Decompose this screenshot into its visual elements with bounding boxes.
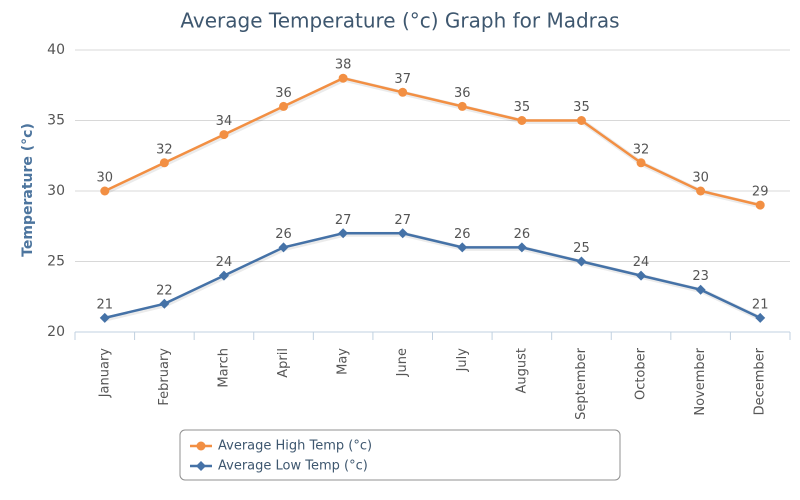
data-point xyxy=(576,256,587,267)
data-label: 34 xyxy=(216,114,233,129)
data-label: 21 xyxy=(97,297,114,312)
data-point xyxy=(397,228,408,239)
data-label: 22 xyxy=(156,283,173,298)
data-point xyxy=(516,242,527,253)
y-tick-label: 30 xyxy=(47,183,65,199)
data-point xyxy=(695,284,706,295)
data-point xyxy=(100,186,110,196)
y-tick-label: 35 xyxy=(47,113,65,129)
data-point xyxy=(636,270,647,281)
data-point xyxy=(338,73,348,83)
data-label: 26 xyxy=(514,227,531,242)
data-point xyxy=(755,200,765,210)
x-tick-label: November xyxy=(693,347,708,415)
data-label: 24 xyxy=(216,255,233,270)
data-point xyxy=(99,312,110,323)
data-point xyxy=(278,242,289,253)
data-point xyxy=(218,270,229,281)
legend-marker xyxy=(196,461,206,471)
data-point xyxy=(576,116,586,125)
data-point xyxy=(696,186,706,196)
data-point xyxy=(636,158,646,168)
legend-marker xyxy=(196,441,206,451)
chart-title: Average Temperature (°c) Graph for Madra… xyxy=(180,9,619,33)
x-tick-label: April xyxy=(276,348,291,378)
series-line xyxy=(104,76,761,207)
legend-label: Average Low Temp (°c) xyxy=(218,459,368,474)
legend-label: Average High Temp (°c) xyxy=(218,439,372,454)
data-point xyxy=(279,101,289,111)
data-label: 26 xyxy=(275,227,292,242)
x-tick-label: September xyxy=(574,347,589,420)
data-label: 32 xyxy=(156,142,173,157)
data-label: 30 xyxy=(692,171,709,186)
data-point xyxy=(755,312,766,323)
data-point xyxy=(517,116,527,125)
x-tick-label: October xyxy=(634,347,649,400)
x-tick-label: January xyxy=(97,348,112,399)
data-label: 23 xyxy=(692,269,709,284)
data-label: 35 xyxy=(514,100,531,115)
y-tick-label: 25 xyxy=(47,254,65,270)
data-label: 27 xyxy=(335,213,352,228)
data-label: 26 xyxy=(454,227,471,242)
legend-box xyxy=(179,429,621,481)
data-label: 36 xyxy=(454,86,471,101)
x-tick-label: March xyxy=(216,348,231,388)
data-point xyxy=(338,228,349,239)
data-label: 35 xyxy=(573,100,590,115)
data-label: 38 xyxy=(335,58,352,73)
data-point xyxy=(457,242,468,253)
data-label: 32 xyxy=(633,142,650,157)
data-label: 21 xyxy=(752,297,769,312)
data-label: 24 xyxy=(633,255,650,270)
x-tick-label: May xyxy=(336,348,351,375)
x-tick-label: July xyxy=(455,348,470,373)
y-tick-label: 20 xyxy=(47,324,65,340)
data-label: 27 xyxy=(394,213,411,228)
data-point xyxy=(398,87,408,97)
y-tick-label: 40 xyxy=(47,42,65,58)
data-point xyxy=(457,101,467,111)
x-tick-label: December xyxy=(753,347,768,415)
x-tick-label: August xyxy=(514,348,529,394)
data-label: 30 xyxy=(97,171,114,186)
series-line xyxy=(104,232,761,320)
y-axis-title: Temperature (°c) xyxy=(20,123,36,257)
line-shadow xyxy=(105,231,763,322)
data-point xyxy=(219,130,229,140)
data-label: 25 xyxy=(573,241,590,256)
data-label: 36 xyxy=(275,86,292,101)
data-point xyxy=(159,158,169,168)
data-label: 29 xyxy=(752,185,769,200)
data-label: 37 xyxy=(394,72,411,87)
data-point xyxy=(159,298,170,309)
x-tick-label: February xyxy=(157,348,172,406)
x-tick-label: June xyxy=(395,348,410,377)
